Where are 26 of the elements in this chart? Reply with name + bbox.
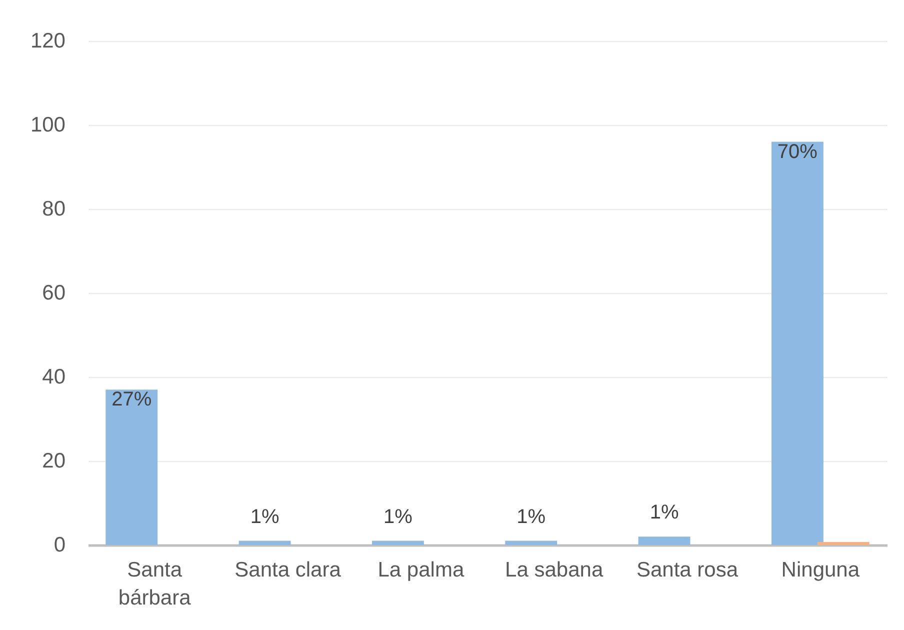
y-tick-label: 0: [54, 534, 66, 556]
y-tick-label: 20: [42, 450, 66, 472]
annotation: 1%: [650, 502, 679, 524]
x-tick-label: Santa bárbara: [118, 558, 192, 610]
annotation: 1%: [516, 506, 546, 528]
y-tick-label: 100: [30, 114, 66, 136]
annotation: 27%: [112, 388, 152, 411]
bar: [771, 142, 824, 545]
y-tick-label: 40: [42, 366, 66, 388]
x-tick-label: Santa clara: [234, 558, 342, 582]
annotation: 1%: [250, 506, 280, 528]
y-tick-label: 80: [42, 198, 66, 220]
x-tick-label: La palma: [378, 558, 464, 582]
bar: [505, 540, 558, 545]
y-tick-label: 60: [42, 282, 66, 304]
bar: [817, 542, 870, 545]
bar: [372, 540, 424, 545]
annotation: 70%: [777, 140, 818, 163]
x-tick-label: Santa rosa: [636, 558, 738, 582]
bar: [238, 540, 291, 545]
y-tick-label: 120: [30, 30, 66, 52]
bar: [106, 390, 158, 545]
x-tick-label: Ninguna: [781, 558, 860, 582]
annotation: 1%: [383, 506, 413, 528]
bar: [638, 536, 690, 545]
x-tick-label: La sabana: [505, 558, 604, 582]
